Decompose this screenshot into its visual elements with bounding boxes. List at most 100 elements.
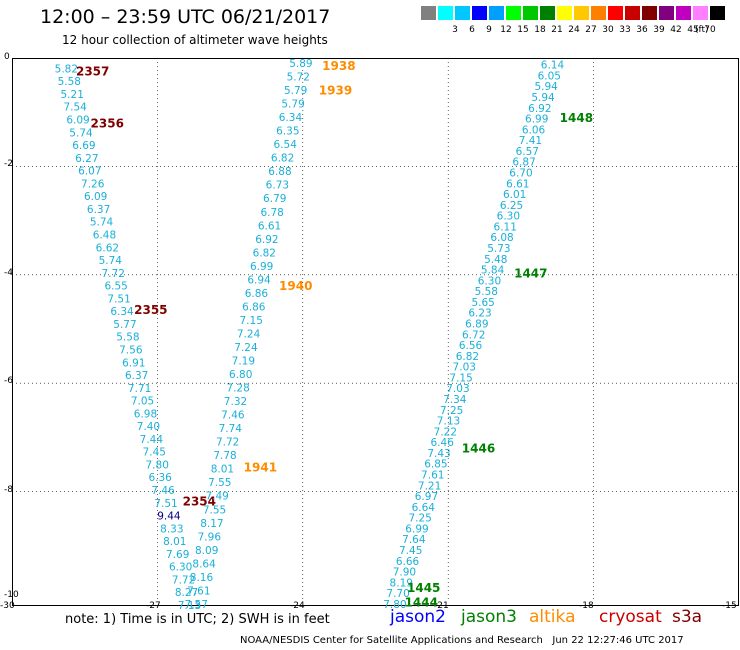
pass-time-label: 2357 bbox=[76, 65, 109, 79]
swh-value-label: 6.30 bbox=[478, 275, 501, 287]
swh-value-label: 5.58 bbox=[116, 332, 139, 344]
swh-value-label: 6.61 bbox=[258, 220, 281, 232]
swh-value-label: 7.46 bbox=[151, 485, 175, 497]
swh-value-label: 6.46 bbox=[431, 437, 455, 449]
swh-value-label: 7.55 bbox=[203, 504, 226, 516]
swh-value-label: 6.70 bbox=[509, 167, 532, 179]
swh-value-label: 6.23 bbox=[468, 308, 491, 320]
x-tick-label: -21 bbox=[434, 601, 449, 611]
scale-label: 6 bbox=[469, 25, 475, 35]
swh-value-label: 6.06 bbox=[522, 124, 546, 136]
swh-value-label: 7.51 bbox=[107, 293, 130, 305]
pass-time-label: 1938 bbox=[322, 59, 355, 73]
swh-value-label: 7.26 bbox=[81, 178, 105, 190]
scale-swatch bbox=[659, 6, 675, 20]
scale-label: 33 bbox=[619, 25, 631, 35]
swh-value-label: 8.19 bbox=[390, 577, 413, 589]
swh-value-label: 7.61 bbox=[187, 585, 210, 597]
swh-value-label: 6.85 bbox=[424, 459, 447, 471]
swh-value-label: 6.27 bbox=[75, 153, 98, 165]
pass-time-label: 1447 bbox=[514, 267, 547, 281]
swh-value-label: 7.69 bbox=[166, 549, 189, 561]
swh-value-label: 5.74 bbox=[69, 127, 93, 139]
legend-s3a: s3a bbox=[672, 607, 703, 627]
scale-swatch bbox=[608, 6, 624, 20]
swh-value-label: 5.79 bbox=[284, 85, 307, 97]
swh-value-label: 7.72 bbox=[172, 574, 195, 586]
swh-value-label: 6.98 bbox=[134, 408, 157, 420]
swh-value-label: 6.54 bbox=[274, 139, 298, 151]
swh-value-label: 6.87 bbox=[512, 157, 535, 169]
swh-value-label: 6.30 bbox=[169, 562, 192, 574]
swh-value-label: 6.89 bbox=[465, 318, 488, 330]
pass-time-label: 1446 bbox=[462, 442, 495, 456]
swh-value-label: 6.88 bbox=[268, 166, 291, 178]
swh-value-label: 7.55 bbox=[208, 477, 231, 489]
scale-swatch bbox=[455, 6, 471, 20]
page-subtitle: 12 hour collection of altimeter wave hei… bbox=[62, 33, 328, 47]
swh-value-label: 6.05 bbox=[538, 70, 561, 82]
swh-value-label: 7.90 bbox=[393, 567, 416, 579]
swh-value-label: 6.73 bbox=[266, 180, 289, 192]
swh-value-label: 6.86 bbox=[245, 288, 269, 300]
x-tick-label: -30 bbox=[0, 601, 15, 611]
scale-swatch bbox=[625, 6, 641, 20]
legend-jason2: jason2 bbox=[390, 607, 446, 627]
scale-swatch bbox=[574, 6, 590, 20]
swh-value-label: 7.71 bbox=[128, 383, 151, 395]
swh-value-label: 5.58 bbox=[58, 76, 81, 88]
swh-value-label: 5.74 bbox=[90, 217, 114, 229]
swh-value-label: 6.80 bbox=[229, 369, 252, 381]
swh-value-label: 6.82 bbox=[271, 153, 294, 165]
swh-value-label: 5.79 bbox=[281, 99, 304, 111]
swh-value-label: 5.65 bbox=[471, 297, 494, 309]
swh-value-label: 6.78 bbox=[260, 207, 283, 219]
swh-value-label: 7.46 bbox=[221, 410, 245, 422]
swh-value-label: 5.77 bbox=[113, 319, 136, 331]
scale-swatch bbox=[557, 6, 573, 20]
pass-time-label: 2356 bbox=[91, 117, 124, 131]
swh-value-label: 7.19 bbox=[232, 356, 255, 368]
swh-value-label: 6.48 bbox=[93, 230, 116, 242]
swh-value-label: 7.56 bbox=[119, 344, 143, 356]
scale-label: 24 bbox=[568, 25, 580, 35]
scale-swatch bbox=[591, 6, 607, 20]
scale-label: 21 bbox=[551, 25, 563, 35]
swh-value-label: 6.86 bbox=[242, 301, 266, 313]
swh-value-label: 5.89 bbox=[289, 58, 312, 70]
scale-swatch bbox=[489, 6, 505, 20]
legend-jason3: jason3 bbox=[461, 607, 517, 627]
swh-value-label: 7.22 bbox=[434, 426, 457, 438]
swh-value-label: 8.09 bbox=[195, 545, 218, 557]
swh-value-label: 7.57 bbox=[185, 599, 208, 611]
swh-value-label: 7.74 bbox=[219, 423, 243, 435]
legend-cryosat: cryosat bbox=[599, 607, 662, 627]
x-tick-label: -18 bbox=[579, 601, 594, 611]
swh-value-label: 6.69 bbox=[72, 140, 95, 152]
swh-value-label: 6.34 bbox=[110, 306, 134, 318]
swh-value-label: 6.66 bbox=[396, 556, 420, 568]
scale-label: 15 bbox=[517, 25, 529, 35]
swh-value-label: 9.44 bbox=[157, 511, 181, 523]
swh-value-label: 6.09 bbox=[84, 191, 107, 203]
swh-value-label: 7.64 bbox=[402, 534, 426, 546]
swh-value-label: 8.17 bbox=[200, 518, 223, 530]
swh-value-label: 6.64 bbox=[412, 502, 436, 514]
pass-time-label: 1445 bbox=[407, 581, 440, 595]
y-tick-label: -10 bbox=[4, 590, 19, 600]
scale-label: 27 bbox=[585, 25, 597, 35]
swh-value-label: 6.37 bbox=[87, 204, 110, 216]
swh-value-label: 7.40 bbox=[137, 421, 160, 433]
swh-value-label: 7.24 bbox=[237, 328, 261, 340]
y-tick-label: 0 bbox=[4, 52, 10, 62]
swh-value-label: 6.99 bbox=[405, 523, 428, 535]
scale-swatch bbox=[693, 6, 709, 20]
legend-altika: altika bbox=[529, 607, 576, 627]
swh-value-label: 8.01 bbox=[163, 536, 186, 548]
scale-swatch bbox=[472, 6, 488, 20]
swh-value-label: 7.21 bbox=[418, 480, 441, 492]
swh-value-label: 7.03 bbox=[453, 362, 476, 374]
swh-value-label: 8.01 bbox=[211, 464, 234, 476]
swh-value-label: 7.15 bbox=[240, 315, 263, 327]
swh-value-label: 7.32 bbox=[224, 396, 247, 408]
